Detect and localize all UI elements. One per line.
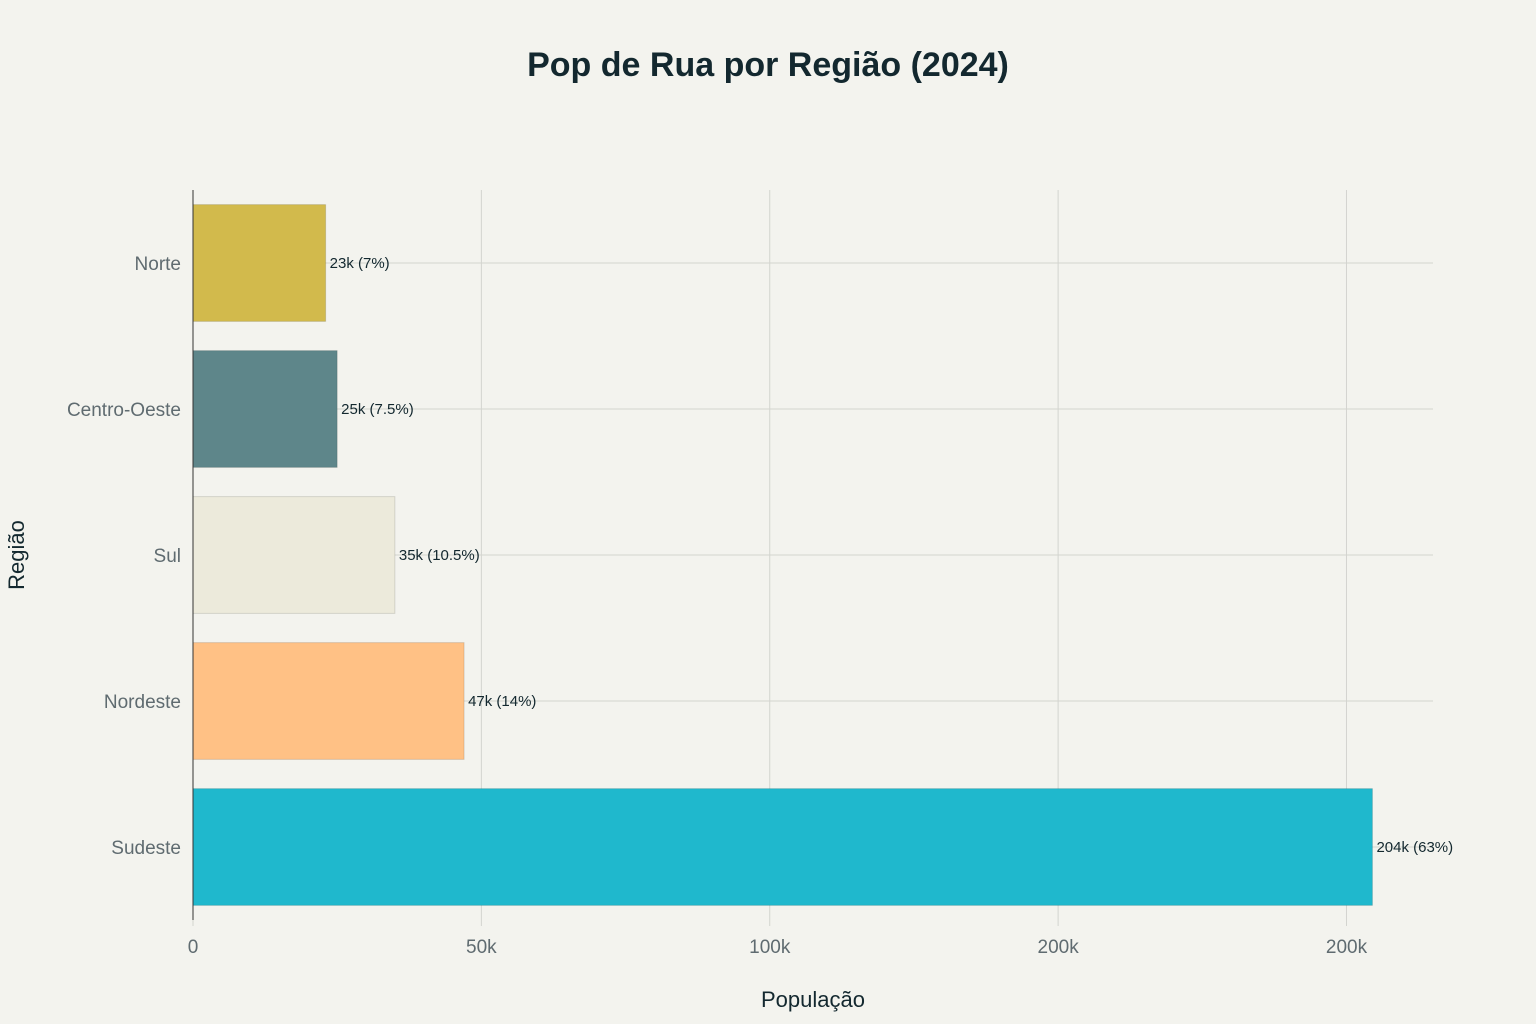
data-label: 47k (14%) bbox=[468, 693, 536, 710]
x-tick-label: 0 bbox=[188, 937, 199, 958]
x-tick-labels: 0 50k 100k 200k 200k bbox=[188, 937, 1368, 958]
y-tick-label: Sul bbox=[154, 546, 181, 567]
data-label: 25k (7.5%) bbox=[341, 401, 414, 418]
x-axis-title: População bbox=[761, 987, 865, 1012]
y-tick-label: Centro-Oeste bbox=[67, 400, 181, 421]
x-tick-label: 200k bbox=[1038, 937, 1080, 958]
bar-centro-oeste bbox=[192, 350, 338, 468]
data-labels: 23k (7%) 25k (7.5%) 35k (10.5%) 47k (14%) 20… bbox=[330, 255, 1454, 856]
bar-sul bbox=[192, 496, 396, 614]
data-label: 35k (10.5%) bbox=[399, 547, 480, 564]
bar-nordeste bbox=[192, 642, 465, 760]
y-axis-title: Região bbox=[4, 520, 29, 590]
x-tick-label: 200k bbox=[1326, 937, 1368, 958]
bars bbox=[192, 204, 1373, 906]
bar-norte bbox=[192, 204, 327, 322]
bar-sudeste bbox=[192, 788, 1373, 906]
chart-title: Pop de Rua por Região (2024) bbox=[527, 46, 1009, 84]
y-tick-labels: Norte Centro-Oeste Sul Nordeste Sudeste bbox=[67, 254, 181, 859]
x-tick-label: 50k bbox=[466, 937, 497, 958]
x-tick-label: 100k bbox=[749, 937, 791, 958]
y-tick-label: Norte bbox=[135, 254, 181, 275]
data-label: 204k (63%) bbox=[1376, 839, 1453, 856]
y-tick-label: Sudeste bbox=[111, 838, 181, 859]
y-tick-label: Nordeste bbox=[104, 692, 181, 713]
data-label: 23k (7%) bbox=[330, 255, 390, 272]
